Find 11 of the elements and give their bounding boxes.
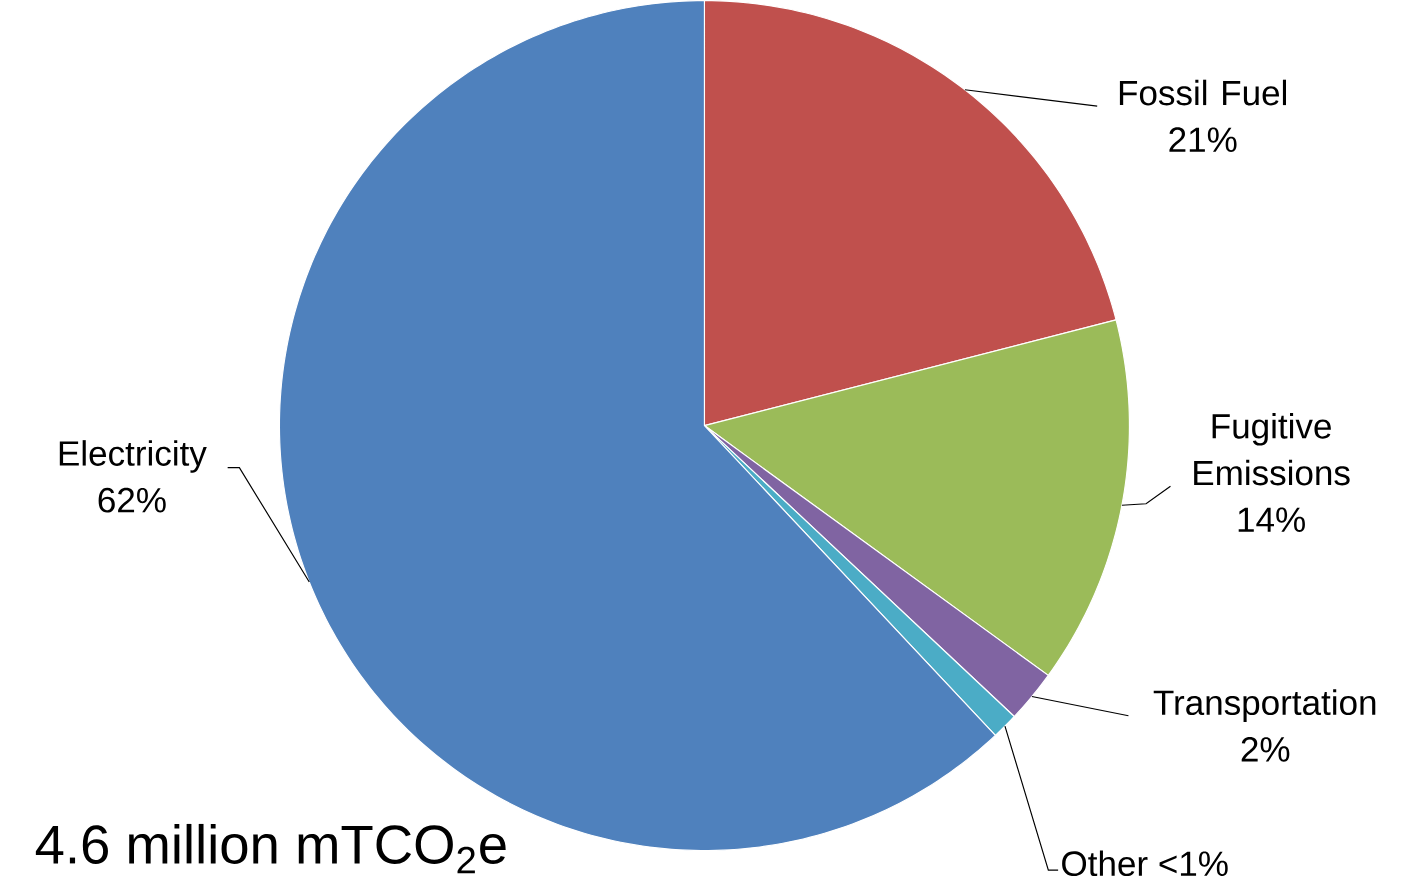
data-label: <1% [1159, 851, 1228, 876]
slice-label: Fossil Fuel [1119, 79, 1287, 106]
data-label: 62% [98, 487, 166, 513]
data-label: 2% [1241, 736, 1290, 762]
text: 4.6 million mTCO$_{2}$e [35, 823, 506, 874]
slice-label: Fugitive Emissions [1194, 412, 1350, 486]
data-label: 14% [1238, 507, 1305, 532]
data-label: 21% [1169, 127, 1237, 152]
slice-label: Other [1062, 850, 1148, 876]
slice-label: Transportation [1153, 689, 1376, 722]
slice-label: Electricity [59, 440, 207, 473]
